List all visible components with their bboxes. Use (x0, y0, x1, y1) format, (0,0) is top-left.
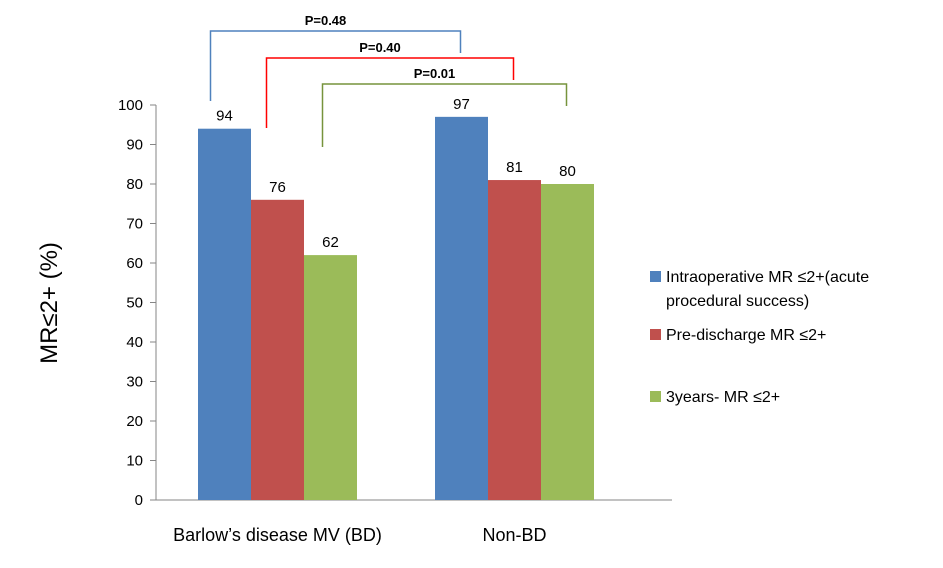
p-value-bracket (209, 30, 462, 101)
y-tick-label: 40 (126, 334, 143, 351)
x-category-label: Non-BD (482, 525, 546, 545)
legend: Intraoperative MR ≤2+(acute procedural su… (650, 269, 869, 406)
bar-value-label: 76 (269, 179, 286, 196)
bar-value-label: 80 (559, 163, 576, 180)
bar-value-label: 62 (322, 234, 339, 251)
bar (198, 128, 251, 500)
y-tick-label: 70 (126, 216, 143, 233)
legend-entry-label: 3years- MR ≤2+ (666, 389, 780, 406)
y-tick-label: 90 (126, 137, 143, 154)
y-tick-label: 30 (126, 374, 143, 391)
p-value-label: P=0.01 (414, 66, 456, 81)
y-tick-label: 0 (135, 492, 143, 509)
bar (304, 255, 357, 500)
bars: 94 97 76 81 62 80 (198, 96, 594, 501)
axes: 0 10 20 30 40 50 60 70 80 90 100 Barlow’s disease M… (118, 97, 672, 545)
legend-swatch (650, 271, 661, 282)
bar-value-label: 81 (506, 159, 523, 176)
y-tick-label: 10 (126, 453, 143, 470)
legend-entry-label: Intraoperative MR ≤2+(acute (666, 269, 869, 286)
bar (251, 199, 304, 501)
bar (435, 116, 488, 500)
legend-swatch (650, 391, 661, 402)
p-value-label: P=0.40 (359, 40, 401, 55)
legend-entry-label: Pre-discharge MR ≤2+ (666, 327, 826, 344)
y-tick-label: 60 (126, 255, 143, 272)
legend-entry-label: procedural success) (666, 293, 809, 310)
y-tick-label: 80 (126, 176, 143, 193)
y-tick-label: 20 (126, 413, 143, 430)
y-tick-label: 50 (126, 295, 143, 312)
bar-value-label: 94 (216, 108, 233, 125)
y-tick-label: 100 (118, 97, 143, 114)
bar-value-label: 97 (453, 96, 470, 113)
p-value-label: P=0.48 (305, 13, 347, 28)
legend-swatch (650, 329, 661, 340)
p-value-brackets: P=0.48 P=0.40 P=0.01 (209, 13, 568, 147)
p-value-bracket (265, 57, 515, 128)
bar (541, 184, 594, 500)
bar (488, 180, 541, 501)
y-axis-label: MR≤2+ (%) (36, 242, 63, 364)
x-category-label: Barlow’s disease MV (BD) (173, 525, 382, 545)
p-value-bracket (321, 83, 568, 147)
